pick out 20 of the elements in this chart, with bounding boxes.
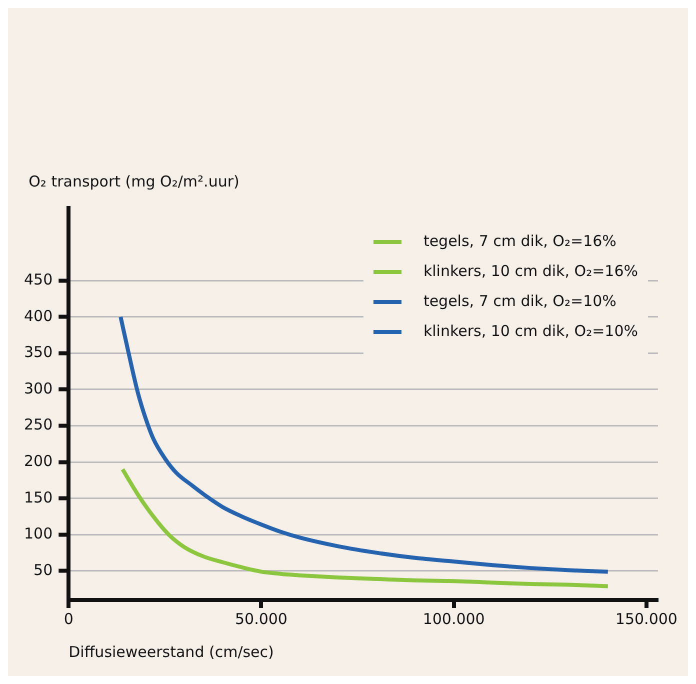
legend-label: klinkers, 10 cm dik, O₂=16% bbox=[423, 262, 638, 280]
legend-label: tegels, 7 cm dik, O₂=10% bbox=[423, 292, 616, 310]
y-tick-label: 350 bbox=[24, 343, 53, 362]
y-tick-label: 250 bbox=[24, 416, 53, 434]
y-tick-label: 450 bbox=[24, 270, 53, 288]
x-tick-label: 150.000 bbox=[615, 610, 678, 628]
x-tick-label: 0 bbox=[64, 610, 74, 628]
x-tick-label: 100.000 bbox=[422, 610, 485, 628]
legend-label: klinkers, 10 cm dik, O₂=10% bbox=[423, 322, 638, 340]
y-tick-label: 200 bbox=[24, 452, 53, 470]
y-tick-label: 300 bbox=[24, 379, 53, 398]
line-series bbox=[120, 467, 610, 588]
y-tick-label: 50 bbox=[34, 560, 53, 579]
x-axis-title: Diffusieweerstand (cm/sec) bbox=[68, 642, 274, 661]
x-tick-label: 50.000 bbox=[234, 610, 288, 628]
y-tick-label: 150 bbox=[24, 488, 53, 506]
y-axis-title: O₂ transport (mg O₂/m².uur) bbox=[28, 172, 240, 190]
y-tick-label: 100 bbox=[24, 524, 53, 543]
legend-label: tegels, 7 cm dik, O₂=16% bbox=[423, 232, 616, 250]
y-tick-label: 400 bbox=[24, 306, 53, 325]
